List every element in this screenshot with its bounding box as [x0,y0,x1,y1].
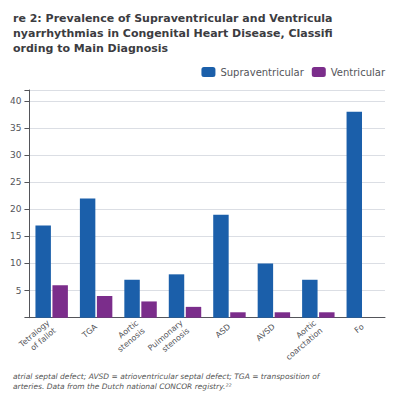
svg-text:15: 15 [10,231,21,241]
svg-text:5: 5 [16,286,22,296]
svg-text:Tetralogy: Tetralogy [17,318,52,349]
svg-text:Aortic: Aortic [116,318,141,341]
svg-text:ording to Main Diagnosis: ording to Main Diagnosis [13,42,169,55]
svg-text:35: 35 [10,123,21,133]
svg-text:20: 20 [10,204,22,214]
svg-text:30: 30 [10,150,22,160]
svg-text:of fallot: of fallot [29,326,58,352]
svg-text:Ventricular: Ventricular [331,67,386,78]
svg-text:nyarrhythmias in Congenital He: nyarrhythmias in Congenital Heart Diseas… [13,27,333,40]
svg-text:ASD: ASD [214,322,233,340]
svg-text:stenosis: stenosis [116,326,147,354]
svg-text:25: 25 [10,177,21,187]
svg-text:Pulmonary: Pulmonary [146,318,185,353]
svg-text:10: 10 [10,258,22,268]
svg-text:stenosis: stenosis [160,326,191,354]
svg-text:atrial septal defect; AVSD = a: atrial septal defect; AVSD = atrioventri… [13,372,321,381]
svg-text:coarctation: coarctation [284,326,324,362]
svg-text:TGA: TGA [80,322,100,341]
svg-text:arteries. Data from the Dutch: arteries. Data from the Dutch national C… [13,382,231,391]
svg-text:Aortic: Aortic [294,318,318,341]
svg-text:AVSD: AVSD [254,322,276,343]
svg-text:Supraventricular: Supraventricular [220,67,304,78]
svg-text:Fo: Fo [353,322,366,335]
svg-text:40: 40 [10,96,22,106]
svg-text:re 2: Prevalence of Supraventr: re 2: Prevalence of Supraventricular and… [13,12,333,25]
